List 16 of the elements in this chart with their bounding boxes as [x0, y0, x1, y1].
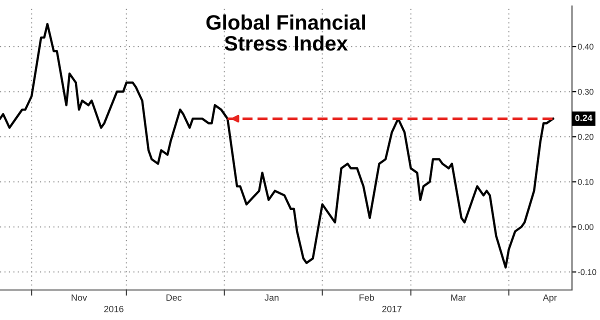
annotation: 0.24 — [575, 114, 592, 122]
y-tick-label: 0.30 — [578, 88, 594, 95]
y-tick-label: 0.40 — [578, 44, 594, 50]
text: Global Financial Stress Index — [206, 14, 365, 51]
y-tick-label: 0.20 — [578, 134, 594, 140]
y-tick-label: 0.10 — [578, 179, 594, 185]
y-tick-label: 0.00 — [578, 224, 594, 230]
x-tick-label: Mar — [451, 294, 466, 301]
x-tick-label: Jan — [264, 294, 278, 301]
y-tick-label: -0.10 — [578, 269, 596, 276]
x-tick-label: Apr — [542, 294, 557, 303]
x2-tick-label: 2017 — [382, 306, 402, 312]
x-tick-label: Feb — [360, 294, 374, 301]
x-tick-label: Nov — [72, 294, 87, 301]
x2-tick-label: 2016 — [104, 306, 124, 312]
x-tick-label: Dec — [166, 294, 182, 301]
